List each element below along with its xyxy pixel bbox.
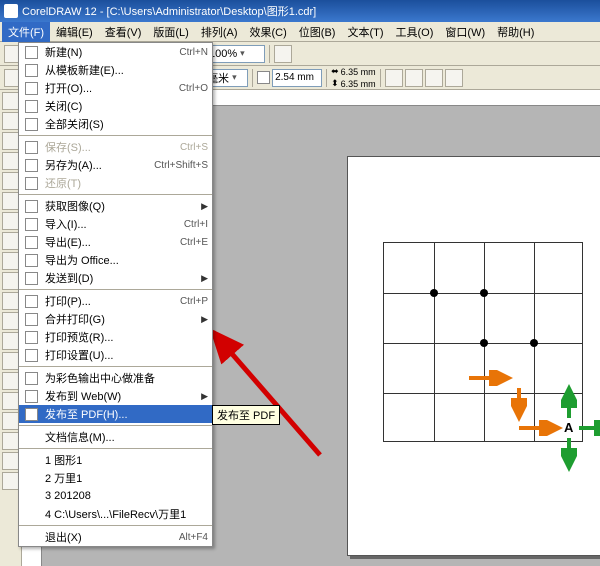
menu-item[interactable]: 新建(N)Ctrl+N: [19, 43, 212, 61]
menu-item[interactable]: 为彩色输出中心做准备: [19, 369, 212, 387]
menu-item[interactable]: 获取图像(Q)▶: [19, 197, 212, 215]
toolbox-tool[interactable]: [2, 192, 20, 210]
toolbox-tool[interactable]: [2, 292, 20, 310]
menu-item[interactable]: 合并打印(G)▶: [19, 310, 212, 328]
toolbox-tool[interactable]: [2, 272, 20, 290]
toolbox-tool[interactable]: [2, 412, 20, 430]
menu-item[interactable]: 编辑(E): [50, 22, 99, 42]
menu-item[interactable]: 文件(F): [2, 22, 50, 42]
title-bar: CorelDRAW 12 - [C:\Users\Administrator\D…: [0, 0, 600, 22]
toolbox-tool[interactable]: [2, 232, 20, 250]
nudge-icon: [257, 71, 270, 84]
direction-arrow: [561, 430, 577, 476]
toolbox-tool[interactable]: [2, 212, 20, 230]
menu-item[interactable]: 打开(O)...Ctrl+O: [19, 79, 212, 97]
page: A: [347, 156, 600, 556]
menu-item[interactable]: 效果(C): [244, 22, 293, 42]
menu-item[interactable]: 查看(V): [99, 22, 148, 42]
menu-item[interactable]: 发送到(D)▶: [19, 269, 212, 287]
menu-item[interactable]: 打印(P)...Ctrl+P: [19, 292, 212, 310]
menu-item[interactable]: 发布至 PDF(H)...: [19, 405, 212, 423]
toolbox-tool[interactable]: [2, 472, 20, 490]
tool-icon[interactable]: [274, 45, 292, 63]
menu-item: 还原(T): [19, 174, 212, 192]
menu-item[interactable]: 全部关闭(S): [19, 115, 212, 133]
toolbox-tool[interactable]: [2, 112, 20, 130]
menu-item[interactable]: 导入(I)...Ctrl+I: [19, 215, 212, 233]
menu-item[interactable]: 发布到 Web(W)▶: [19, 387, 212, 405]
toolbox-tool[interactable]: [2, 432, 20, 450]
menu-item[interactable]: 关闭(C): [19, 97, 212, 115]
menu-item[interactable]: 1 图形1: [19, 451, 212, 469]
toolbox-tool[interactable]: [2, 392, 20, 410]
label-a: A: [564, 420, 573, 435]
menu-item[interactable]: 排列(A): [195, 22, 244, 42]
grid-node: [430, 289, 438, 297]
title-text: CorelDRAW 12 - [C:\Users\Administrator\D…: [22, 3, 316, 19]
grid-node: [480, 339, 488, 347]
grid-icon[interactable]: [405, 69, 423, 87]
menu-item[interactable]: 版面(L): [147, 22, 194, 42]
menu-item[interactable]: 位图(B): [293, 22, 342, 42]
toolbox-tool[interactable]: [2, 352, 20, 370]
menu-item[interactable]: 4 C:\Users\...\FileRecv\万里1: [19, 505, 212, 523]
zoom-combo[interactable]: 100%: [205, 45, 265, 63]
nudge-input[interactable]: 2.54 mm: [272, 69, 322, 87]
toolbox-tool[interactable]: [2, 452, 20, 470]
menu-item: 保存(S)...Ctrl+S: [19, 138, 212, 156]
direction-arrow: [511, 420, 567, 436]
file-menu-dropdown[interactable]: 新建(N)Ctrl+N从模板新建(E)...打开(O)...Ctrl+O关闭(C…: [18, 42, 213, 547]
menu-item[interactable]: 3 201208: [19, 487, 212, 505]
toolbox-tool[interactable]: [2, 312, 20, 330]
toolbox-tool[interactable]: [2, 152, 20, 170]
menu-item[interactable]: 2 万里1: [19, 469, 212, 487]
app-icon: [4, 4, 18, 18]
menu-bar[interactable]: 文件(F)编辑(E)查看(V)版面(L)排列(A)效果(C)位图(B)文本(T)…: [0, 22, 600, 42]
grid-node: [530, 339, 538, 347]
drawing-grid: A: [383, 242, 583, 442]
menu-item[interactable]: 从模板新建(E)...: [19, 61, 212, 79]
grid-node: [480, 289, 488, 297]
menu-item[interactable]: 导出(E)...Ctrl+E: [19, 233, 212, 251]
menu-item[interactable]: 退出(X)Alt+F4: [19, 528, 212, 546]
toolbox-tool[interactable]: [2, 372, 20, 390]
menu-item[interactable]: 窗口(W): [439, 22, 491, 42]
misc-icon[interactable]: [445, 69, 463, 87]
toolbox-tool[interactable]: [2, 252, 20, 270]
snap-icon[interactable]: [385, 69, 403, 87]
toolbox-tool[interactable]: [2, 172, 20, 190]
menu-item[interactable]: 另存为(A)...Ctrl+Shift+S: [19, 156, 212, 174]
direction-arrow: [461, 370, 517, 386]
menu-item[interactable]: 文档信息(M)...: [19, 428, 212, 446]
toolbox-tool[interactable]: [2, 92, 20, 110]
menu-item[interactable]: 帮助(H): [491, 22, 540, 42]
guide-icon[interactable]: [425, 69, 443, 87]
menu-item[interactable]: 打印预览(R)...: [19, 328, 212, 346]
menu-item[interactable]: 导出为 Office...: [19, 251, 212, 269]
toolbox-tool[interactable]: [2, 332, 20, 350]
tooltip: 发布至 PDF: [212, 405, 280, 425]
menu-item[interactable]: 打印设置(U)...: [19, 346, 212, 364]
toolbox-tool[interactable]: [2, 132, 20, 150]
dup-x-value: 6.35 mm: [341, 67, 376, 77]
menu-item[interactable]: 文本(T): [341, 22, 389, 42]
dup-y-value: 6.35 mm: [341, 79, 376, 89]
menu-item[interactable]: 工具(O): [390, 22, 440, 42]
